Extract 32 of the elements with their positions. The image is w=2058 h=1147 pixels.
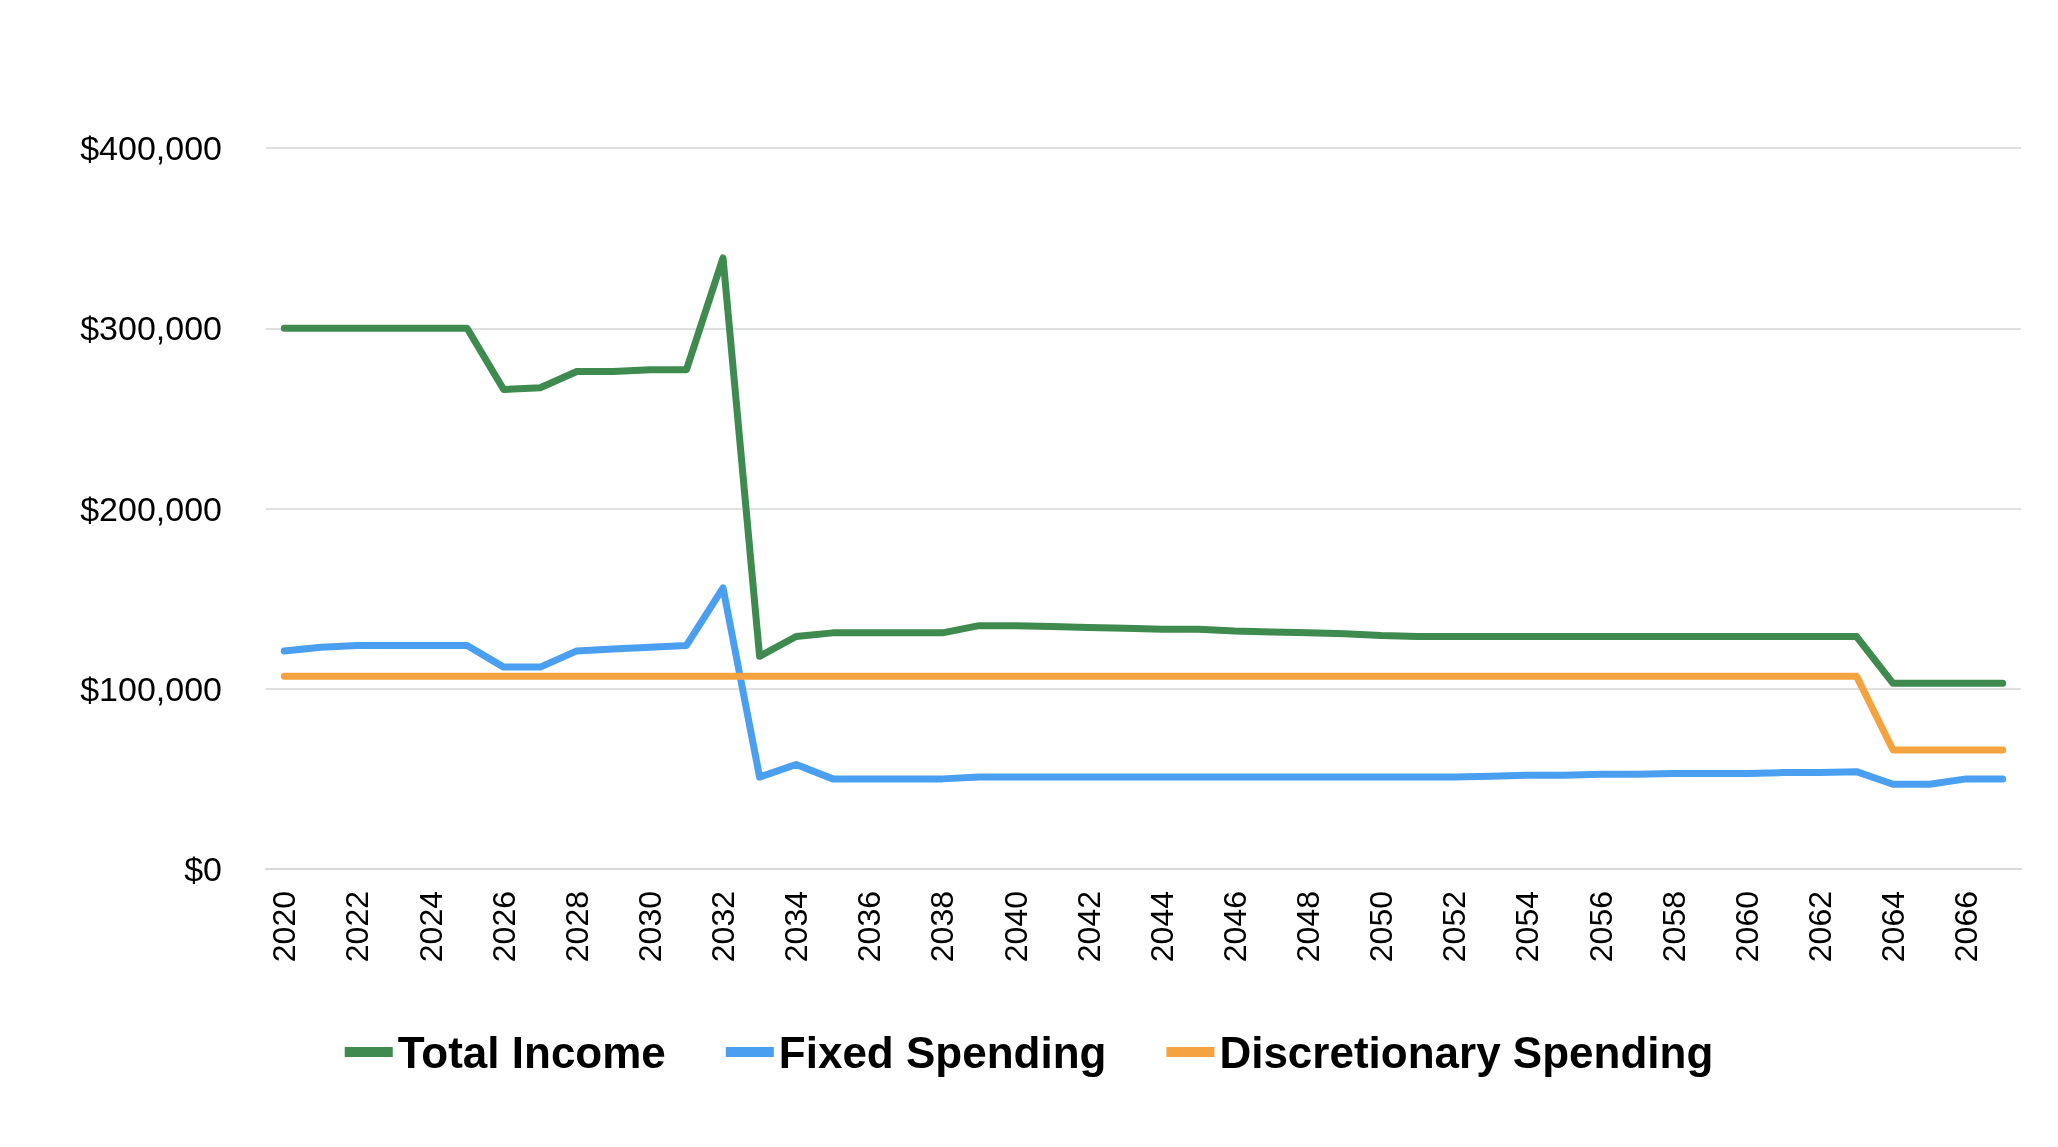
x-tick-label: 2058 [1655, 891, 1692, 963]
y-tick-label: $400,000 [80, 129, 222, 167]
x-tick-label: 2050 [1363, 891, 1400, 963]
y-tick-label: $300,000 [80, 309, 222, 348]
x-tick-label: 2066 [1948, 891, 1985, 963]
legend-label: Fixed Spending [778, 1027, 1107, 1077]
x-tick-label: 2020 [266, 891, 303, 963]
x-tick-label: 2062 [1801, 891, 1838, 963]
x-tick-label: 2030 [631, 891, 668, 963]
legend-label: Discretionary Spending [1219, 1027, 1714, 1077]
y-tick-label: $0 [184, 850, 222, 888]
x-tick-label: 2032 [705, 891, 742, 963]
x-tick-label: 2024 [412, 891, 449, 963]
x-tick-label: 2034 [778, 891, 815, 963]
legend-label: Total Income [397, 1027, 666, 1077]
x-tick-label: 2036 [851, 891, 888, 963]
x-tick-label: 2044 [1143, 891, 1180, 963]
x-tick-label: 2026 [485, 891, 522, 963]
x-tick-label: 2038 [924, 891, 961, 963]
x-tick-label: 2022 [339, 891, 376, 963]
x-tick-label: 2064 [1875, 891, 1912, 963]
y-tick-label: $200,000 [80, 489, 222, 528]
y-tick-label: $100,000 [80, 669, 222, 708]
x-tick-label: 2046 [1216, 891, 1253, 963]
x-tick-label: 2060 [1728, 891, 1765, 963]
x-tick-label: 2056 [1582, 891, 1619, 963]
x-tick-label: 2052 [1436, 891, 1473, 963]
x-tick-label: 2042 [1070, 891, 1107, 963]
x-tick-label: 2040 [997, 891, 1034, 963]
x-tick-label: 2054 [1509, 891, 1546, 963]
x-tick-label: 2048 [1290, 891, 1327, 963]
x-tick-label: 2028 [558, 891, 595, 963]
